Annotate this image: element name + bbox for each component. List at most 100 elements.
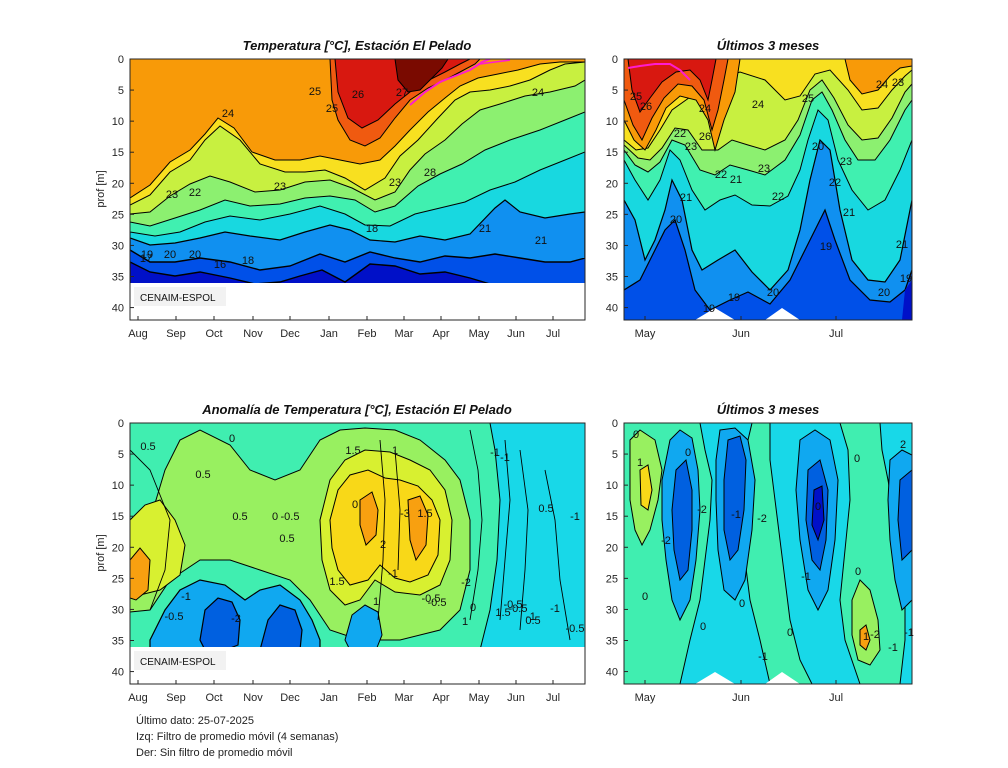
contour-label: -2 xyxy=(461,577,471,589)
contour-label: 26 xyxy=(352,89,364,101)
y-tick-label: 5 xyxy=(118,85,124,97)
contour-label: -1 xyxy=(550,603,560,615)
contour-label: 0 xyxy=(685,447,691,459)
x-tick-label: Jul xyxy=(546,328,560,340)
contour-label: 19 xyxy=(703,303,715,315)
contour-label: 21 xyxy=(896,239,908,251)
y-tick-label: 15 xyxy=(112,511,124,523)
contour-label: 24 xyxy=(532,87,544,99)
contour-label: 0 xyxy=(642,591,648,603)
contour-label: 20 xyxy=(189,249,201,261)
contour-label: 0 xyxy=(352,499,358,511)
y-tick-label: 30 xyxy=(112,604,124,616)
contour-label: 27 xyxy=(396,87,408,99)
contour-label: -1 xyxy=(758,651,768,663)
contour-label: 23 xyxy=(758,163,770,175)
contour-label: 1.5 xyxy=(329,576,344,588)
contour-label: 22 xyxy=(772,191,784,203)
x-tick-label: May xyxy=(635,692,656,704)
x-tick-label: Jan xyxy=(320,328,338,340)
x-tick-label: Feb xyxy=(358,692,377,704)
y-tick-label: 25 xyxy=(606,209,618,221)
temperature-contour-field xyxy=(130,59,585,320)
contour-label: 0 xyxy=(787,627,793,639)
contour-label: 1 xyxy=(637,457,643,469)
x-tick-label: Nov xyxy=(243,692,263,704)
watermark: CENAIM-ESPOL xyxy=(134,651,226,670)
contour-label: 23 xyxy=(274,181,286,193)
x-tick-label: Mar xyxy=(395,328,414,340)
y-tick-label: 10 xyxy=(112,480,124,492)
x-tick-label: Jun xyxy=(732,692,750,704)
x-tick-label: May xyxy=(469,328,490,340)
y-tick-label: 35 xyxy=(606,636,618,648)
contour-label: 18 xyxy=(366,223,378,235)
y-tick-label: 20 xyxy=(606,178,618,190)
contour-label: -2 xyxy=(697,504,707,516)
contour-label: 2 xyxy=(900,439,906,451)
y-tick-label: 10 xyxy=(606,116,618,128)
x-tick-label: May xyxy=(469,692,490,704)
contour-label: 0 xyxy=(470,602,476,614)
contour-label: 0 xyxy=(633,429,639,441)
contour-label: -1 xyxy=(388,568,398,580)
y-axis-label: prof [m] xyxy=(95,534,107,571)
contour-label: -0.5 xyxy=(428,597,447,609)
y-tick-label: 10 xyxy=(112,116,124,128)
x-tick-label: Jun xyxy=(732,328,750,340)
y-tick-label: 40 xyxy=(112,667,124,679)
contour-label: 23 xyxy=(389,177,401,189)
y-tick-label: 20 xyxy=(606,542,618,554)
contour-label: 21 xyxy=(730,174,742,186)
contour-label: -1 xyxy=(526,611,536,623)
contour-labels: 0 1 0 -2 -2 -1 -2 0 0 -1 0 -2 -1 2 0 0 -1 0 1 -1 0 xyxy=(633,429,914,663)
x-tick-label: Feb xyxy=(358,328,377,340)
contour-label: -1 xyxy=(904,627,914,639)
x-tick-label: Sep xyxy=(166,692,186,704)
y-tick-label: 40 xyxy=(606,303,618,315)
contour-label: 18 xyxy=(242,255,254,267)
y-tick-label: 35 xyxy=(606,272,618,284)
contour-label: 1 xyxy=(392,445,398,457)
contour-label: 26 xyxy=(640,101,652,113)
contour-label: 25 xyxy=(326,103,338,115)
contour-label: -0.5 xyxy=(281,511,300,523)
contour-label: 20 xyxy=(878,287,890,299)
panel-temperature: Temperatura [°C], Estación El Pelado pro… xyxy=(95,38,586,340)
contour-label: 2 xyxy=(380,539,386,551)
chart-title: Últimos 3 meses xyxy=(717,38,820,53)
contour-label: 1.5 xyxy=(417,508,432,520)
x-tick-label: Oct xyxy=(205,328,222,340)
x-tick-label: Jun xyxy=(507,328,525,340)
contour-label: -0.5 xyxy=(509,603,528,615)
panel-temperature-recent: Últimos 3 meses 0 5 10 15 20 25 30 35 40 May Jun Ju… xyxy=(606,38,913,340)
temperature-recent-contour-field xyxy=(624,59,912,320)
y-axis-label: prof [m] xyxy=(95,170,107,207)
contour-label: 0 xyxy=(854,453,860,465)
y-tick-label: 25 xyxy=(112,209,124,221)
contour-label: 23 xyxy=(892,77,904,89)
contour-label: 0.5 xyxy=(279,533,294,545)
contour-label: 19 xyxy=(900,273,912,285)
contour-label: -3 xyxy=(400,508,410,520)
y-tick-label: 10 xyxy=(606,480,618,492)
x-tick-label: May xyxy=(635,328,656,340)
y-tick-label: 0 xyxy=(118,54,124,66)
contour-label: -1 xyxy=(888,642,898,654)
right-filter-note: Der: Sin filtro de promedio móvil xyxy=(136,747,293,759)
contour-label: 1.5 xyxy=(495,607,510,619)
axis-ticks: 0 5 10 15 20 25 30 35 40 Aug Sep Oct Nov Dec Jan Feb Mar… xyxy=(112,54,560,340)
axes-frame xyxy=(129,58,586,321)
contour-label: 19 xyxy=(141,249,153,261)
y-tick-label: 15 xyxy=(112,147,124,159)
x-tick-label: Aug xyxy=(128,328,148,340)
x-tick-label: Jan xyxy=(320,692,338,704)
contour-label: 1 xyxy=(462,616,468,628)
contour-label: -2 xyxy=(661,535,671,547)
contour-label: -2 xyxy=(757,513,767,525)
contour-label: 24 xyxy=(699,103,711,115)
anomaly-contour-field xyxy=(130,423,585,684)
contour-label: -1 xyxy=(181,591,191,603)
